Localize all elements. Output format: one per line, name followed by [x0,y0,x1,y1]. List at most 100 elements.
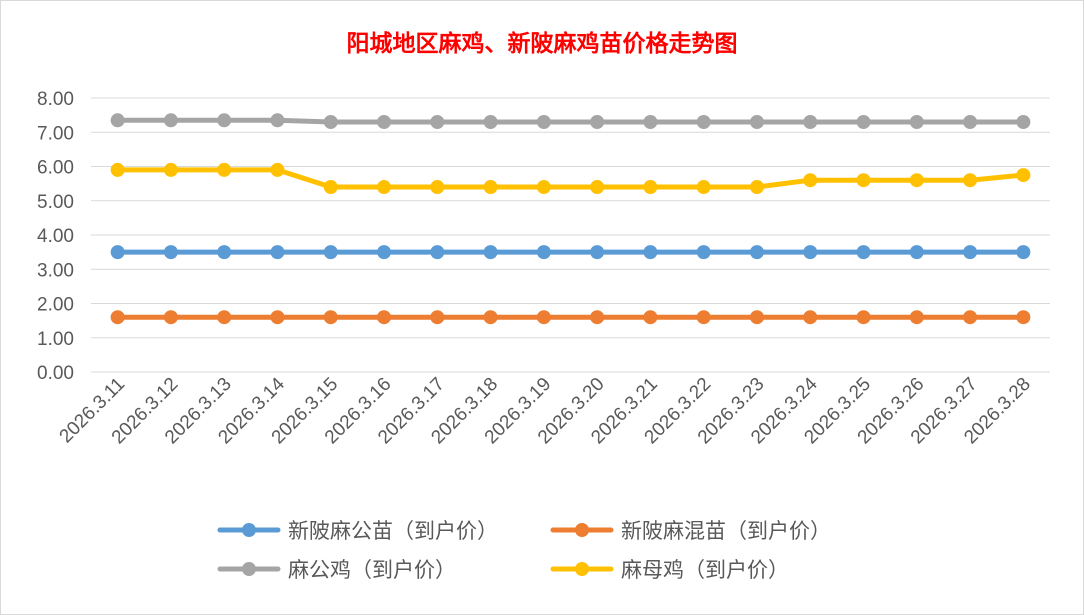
legend-item: 新陂麻混苗（到户价） [550,519,831,543]
data-point [643,114,658,129]
data-point [163,113,178,128]
data-point [856,310,871,325]
data-point [483,245,498,260]
legend-swatch-marker [575,523,589,537]
data-point [909,114,924,129]
data-point [110,113,125,128]
data-point [643,245,658,260]
data-point [909,245,924,260]
data-point [163,245,178,260]
legend-item: 麻母鸡（到户价） [550,558,789,582]
legend-item: 新陂麻公苗（到户价） [217,519,498,543]
data-point [270,113,285,128]
data-point [749,114,764,129]
legend-swatch-marker [575,562,589,576]
data-point [217,245,232,260]
legend: 新陂麻公苗（到户价） 新陂麻混苗（到户价） 麻公鸡（到户价） 麻母鸡（到户价） [217,519,831,582]
y-tick-label: 2.00 [37,295,74,316]
data-point [963,245,978,260]
data-point [323,310,338,325]
data-point [696,245,711,260]
data-point [1016,114,1031,129]
data-point [590,245,605,260]
data-point [643,180,658,195]
data-point [430,114,445,129]
data-point [536,245,551,260]
data-point [217,162,232,177]
data-point [483,180,498,195]
data-point [377,180,392,195]
data-point [749,245,764,260]
data-point [163,310,178,325]
data-point [856,245,871,260]
data-point [270,162,285,177]
legend-label: 麻公鸡（到户价） [288,558,456,582]
data-point [323,180,338,195]
data-point [217,113,232,128]
y-tick-label: 5.00 [37,192,74,213]
series-2 [110,113,1031,129]
legend-swatch-marker [242,562,256,576]
data-point [536,180,551,195]
data-point [323,114,338,129]
data-point [323,245,338,260]
data-point [163,162,178,177]
data-point [270,310,285,325]
data-point [377,245,392,260]
data-point [963,173,978,188]
data-point [909,173,924,188]
data-point [110,245,125,260]
data-point [909,310,924,325]
legend-swatch-marker [242,523,256,537]
y-axis-ticks: 0.00 1.00 2.00 3.00 4.00 5.00 6.00 7.00 8.00 [37,89,74,384]
y-tick-label: 6.00 [37,158,74,179]
x-axis-ticks: 2026.3.112026.3.122026.3.132026.3.142026… [56,373,1035,448]
legend-label: 新陂麻混苗（到户价） [621,519,831,543]
data-point [590,310,605,325]
series-3 [110,162,1031,195]
legend-label: 麻母鸡（到户价） [621,558,789,582]
y-tick-label: 7.00 [37,123,74,144]
series-0 [110,245,1031,260]
data-point [856,114,871,129]
data-point [590,114,605,129]
data-point [749,180,764,195]
data-point [377,114,392,129]
data-point [963,310,978,325]
series-line [115,117,1026,125]
data-point [643,310,658,325]
data-point [536,310,551,325]
series-1 [110,310,1031,325]
legend-label: 新陂麻公苗（到户价） [288,519,498,543]
chart-title: 阳城地区麻鸡、新陂麻鸡苗价格走势图 [346,30,738,57]
series-lines [110,113,1031,325]
data-point [270,245,285,260]
data-point [696,180,711,195]
data-point [483,310,498,325]
gridlines [91,97,1050,373]
y-tick-label: 0.00 [37,363,74,384]
data-point [803,310,818,325]
data-point [377,310,392,325]
data-point [1016,245,1031,260]
data-point [483,114,498,129]
data-point [110,310,125,325]
data-point [1016,168,1031,183]
data-point [803,114,818,129]
series-line [115,167,1026,190]
legend-item: 麻公鸡（到户价） [217,558,456,582]
data-point [536,114,551,129]
data-point [110,162,125,177]
data-point [1016,310,1031,325]
data-point [696,310,711,325]
data-point [696,114,711,129]
data-point [217,310,232,325]
data-point [963,114,978,129]
data-point [803,245,818,260]
data-point [749,310,764,325]
data-point [803,173,818,188]
data-point [430,180,445,195]
y-tick-label: 3.00 [37,260,74,281]
